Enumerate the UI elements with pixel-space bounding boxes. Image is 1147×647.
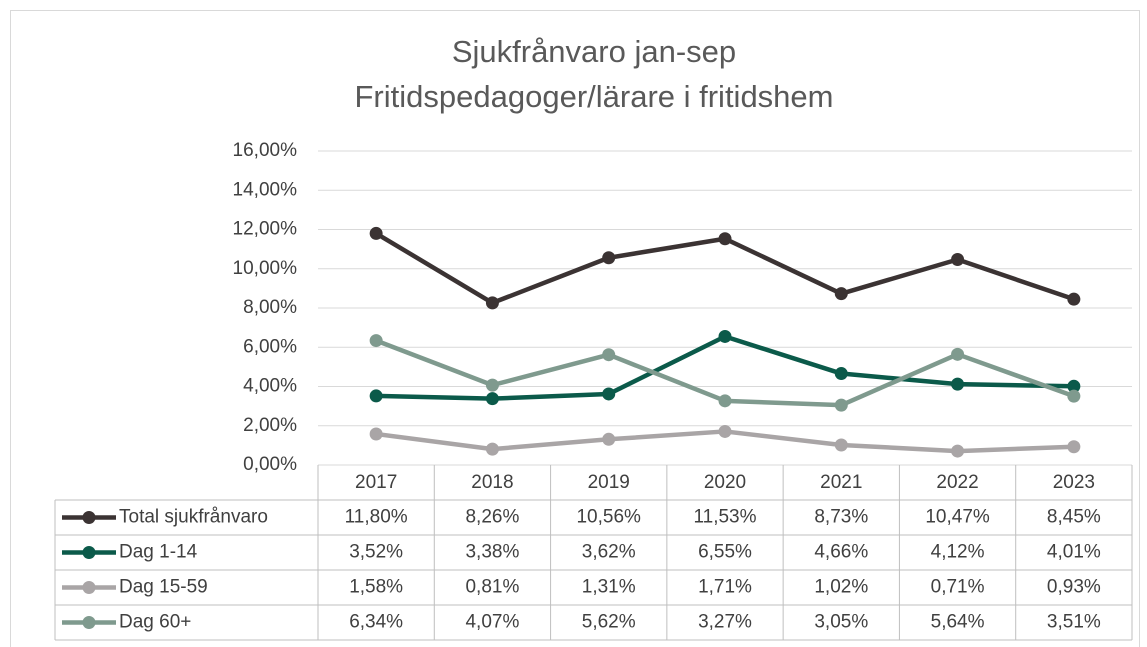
table-value: 1,58% [349, 577, 403, 598]
y-tick-label: 2,00% [243, 415, 297, 436]
table-value: 6,55% [698, 542, 752, 563]
legend-label: Dag 1-14 [119, 542, 198, 563]
table-value: 3,05% [814, 612, 868, 633]
data-point [718, 424, 732, 438]
data-point [602, 251, 616, 265]
table-value: 10,47% [925, 507, 990, 528]
x-tick-label: 2019 [588, 472, 630, 493]
table-value: 10,56% [576, 507, 641, 528]
legend-label: Dag 15-59 [119, 577, 208, 598]
table-value: 6,34% [349, 612, 403, 633]
y-tick-label: 16,00% [233, 140, 298, 161]
table-value: 5,64% [931, 612, 985, 633]
legend-key [82, 511, 96, 524]
data-point [369, 389, 383, 403]
x-tick-label: 2023 [1053, 472, 1095, 493]
x-tick-label: 2022 [936, 472, 978, 493]
table-value: 11,53% [693, 507, 756, 528]
table-value: 3,62% [582, 542, 636, 563]
chart-title: Sjukfrånvaro jan-sep [452, 34, 736, 69]
data-point [602, 348, 616, 362]
data-point [369, 226, 383, 240]
table-value: 3,51% [1047, 612, 1101, 633]
data-point [369, 334, 383, 348]
x-tick-label: 2021 [820, 472, 862, 493]
table-value: 4,07% [465, 612, 519, 633]
chart-border [10, 10, 1140, 647]
legend-key [82, 581, 96, 594]
data-point [951, 253, 965, 267]
legend-key [82, 546, 96, 559]
y-tick-label: 12,00% [233, 219, 298, 240]
data-point [834, 398, 848, 412]
data-point [834, 287, 848, 301]
table-value: 3,38% [465, 542, 519, 563]
data-point [951, 444, 965, 458]
table-value: 1,71% [698, 577, 752, 598]
data-point [718, 232, 732, 246]
x-tick-label: 2020 [704, 472, 746, 493]
data-point [485, 392, 499, 406]
y-tick-label: 10,00% [233, 258, 298, 279]
chart-title: Fritidspedagoger/lärare i fritidshem [355, 79, 834, 114]
data-point [485, 296, 499, 310]
data-point [718, 329, 732, 343]
table-value: 5,62% [582, 612, 636, 633]
x-tick-label: 2018 [471, 472, 513, 493]
table-value: 1,31% [582, 577, 636, 598]
data-point [951, 347, 965, 361]
data-point [718, 394, 732, 408]
data-point [1067, 292, 1081, 306]
table-value: 8,45% [1047, 507, 1101, 528]
data-point [834, 438, 848, 452]
x-tick-label: 2017 [355, 472, 397, 493]
data-point [369, 427, 383, 441]
data-point [1067, 379, 1081, 393]
data-point [1067, 389, 1081, 403]
table-value: 3,52% [349, 542, 403, 563]
table-value: 0,81% [465, 577, 519, 598]
data-point [1067, 440, 1081, 454]
y-tick-label: 8,00% [243, 297, 297, 318]
data-point [602, 432, 616, 446]
table-value: 0,93% [1047, 577, 1101, 598]
data-point [485, 442, 499, 456]
table-value: 1,02% [814, 577, 868, 598]
data-point [602, 387, 616, 401]
legend-key [82, 616, 96, 629]
table-value: 4,01% [1047, 542, 1101, 563]
y-tick-label: 4,00% [243, 376, 297, 397]
legend-label: Dag 60+ [119, 612, 191, 633]
table-value: 8,73% [814, 507, 868, 528]
data-point [485, 378, 499, 392]
table-value: 4,66% [814, 542, 868, 563]
table-value: 3,27% [698, 612, 752, 633]
table-value: 8,26% [465, 507, 519, 528]
table-value: 0,71% [931, 577, 985, 598]
y-tick-label: 6,00% [243, 336, 297, 357]
table-value: 11,80% [345, 507, 408, 528]
data-point [834, 367, 848, 381]
y-tick-label: 14,00% [233, 179, 298, 200]
table-value: 4,12% [931, 542, 985, 563]
legend-label: Total sjukfrånvaro [119, 507, 268, 528]
y-tick-label: 0,00% [243, 454, 297, 475]
data-point [951, 377, 965, 391]
